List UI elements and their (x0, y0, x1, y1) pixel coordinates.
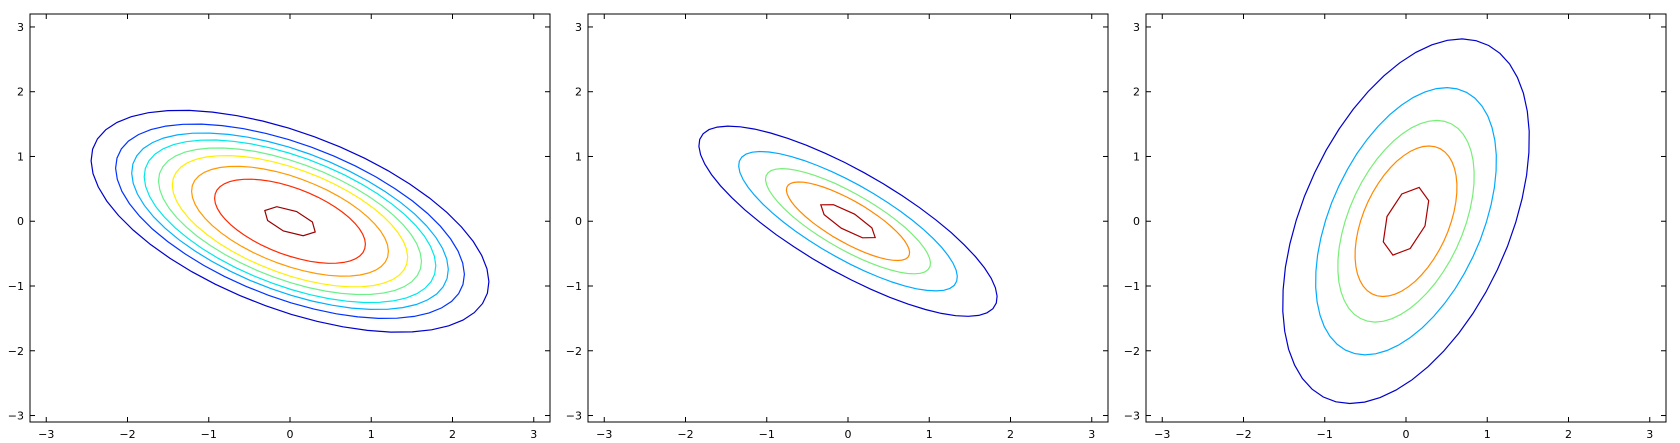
contour-line-level-4 (143, 139, 437, 304)
contour-line-level-8 (213, 178, 367, 264)
plot-frame (587, 13, 1109, 423)
x-tick-label: 3 (1646, 428, 1653, 441)
contour-line-level-3 (1337, 119, 1475, 323)
y-tick-label: 3 (1133, 21, 1140, 34)
x-tick-label: −2 (1235, 428, 1251, 441)
contour-line-level-2 (738, 150, 958, 292)
x-tick-label: 2 (1565, 428, 1572, 441)
contour-line-level-3 (131, 132, 449, 311)
contour-lines (698, 125, 998, 317)
x-tick-label: 2 (1007, 428, 1014, 441)
x-tick-label: 3 (1088, 428, 1095, 441)
plot-frame (1145, 13, 1667, 423)
contour-line-level-2 (114, 123, 466, 320)
x-tick-label: 2 (449, 428, 456, 441)
contour-panel-1: −3 −2 −1 0 1 2 3 −3 −2 −1 0 1 2 3 (8, 13, 551, 441)
y-tick-label: −2 (1124, 345, 1140, 358)
x-tick-label: −3 (596, 428, 612, 441)
x-tick-label: −2 (677, 428, 693, 441)
y-tick-label: 1 (1133, 150, 1140, 163)
y-tick-label: 2 (1133, 86, 1140, 99)
contour-lines (1282, 38, 1530, 405)
contour-line-level-4 (785, 181, 911, 262)
y-tick-label: 1 (575, 150, 582, 163)
x-tick-label: −2 (119, 428, 135, 441)
contour-lines (90, 109, 490, 333)
contour-line-level-2 (1315, 86, 1497, 356)
contour-line-level-6 (171, 154, 409, 288)
y-tick-label: −2 (8, 345, 24, 358)
contour-line-level-1 (698, 125, 998, 317)
y-tick-label: −3 (8, 410, 24, 423)
y-tick-label: 0 (17, 215, 24, 228)
contour-line-level-1 (90, 109, 490, 333)
x-tick-label: 1 (926, 428, 933, 441)
x-tick-label: 0 (845, 428, 852, 441)
contour-line-level-3 (764, 167, 932, 275)
x-tick-label: 1 (1484, 428, 1491, 441)
contour-line-level-5 (1382, 186, 1430, 256)
y-tick-label: 0 (575, 215, 582, 228)
contour-line-level-9 (264, 206, 316, 237)
y-tick-label: 1 (17, 150, 24, 163)
y-tick-label: −3 (566, 410, 582, 423)
x-tick-label: 1 (368, 428, 375, 441)
contour-panel-2: −3 −2 −1 0 1 2 3 −3 −2 −1 0 1 2 3 (566, 13, 1109, 441)
x-tick-label: −1 (1317, 428, 1333, 441)
y-tick-label: −1 (1124, 280, 1140, 293)
y-tick-label: −1 (8, 280, 24, 293)
y-tick-label: −2 (566, 345, 582, 358)
x-tick-label: 3 (530, 428, 537, 441)
contour-line-level-1 (1282, 38, 1530, 405)
y-tick-label: 0 (1133, 215, 1140, 228)
y-tick-label: −1 (566, 280, 582, 293)
x-tick-label: −3 (38, 428, 54, 441)
contour-line-level-4 (1354, 145, 1458, 298)
plot-frame (29, 13, 551, 423)
contour-line-level-7 (190, 165, 390, 277)
y-tick-label: 2 (575, 86, 582, 99)
y-tick-label: 2 (17, 86, 24, 99)
x-tick-label: 0 (287, 428, 294, 441)
y-tick-label: −3 (1124, 410, 1140, 423)
x-tick-label: −1 (201, 428, 217, 441)
y-tick-label: 3 (575, 21, 582, 34)
contour-line-level-5 (157, 147, 423, 296)
y-tick-label: 3 (17, 21, 24, 34)
x-tick-label: −1 (759, 428, 775, 441)
contour-line-level-5 (819, 204, 877, 239)
x-tick-label: 0 (1403, 428, 1410, 441)
contour-panel-3: −3 −2 −1 0 1 2 3 −3 −2 −1 0 1 2 3 (1124, 13, 1667, 441)
x-tick-label: −3 (1154, 428, 1170, 441)
